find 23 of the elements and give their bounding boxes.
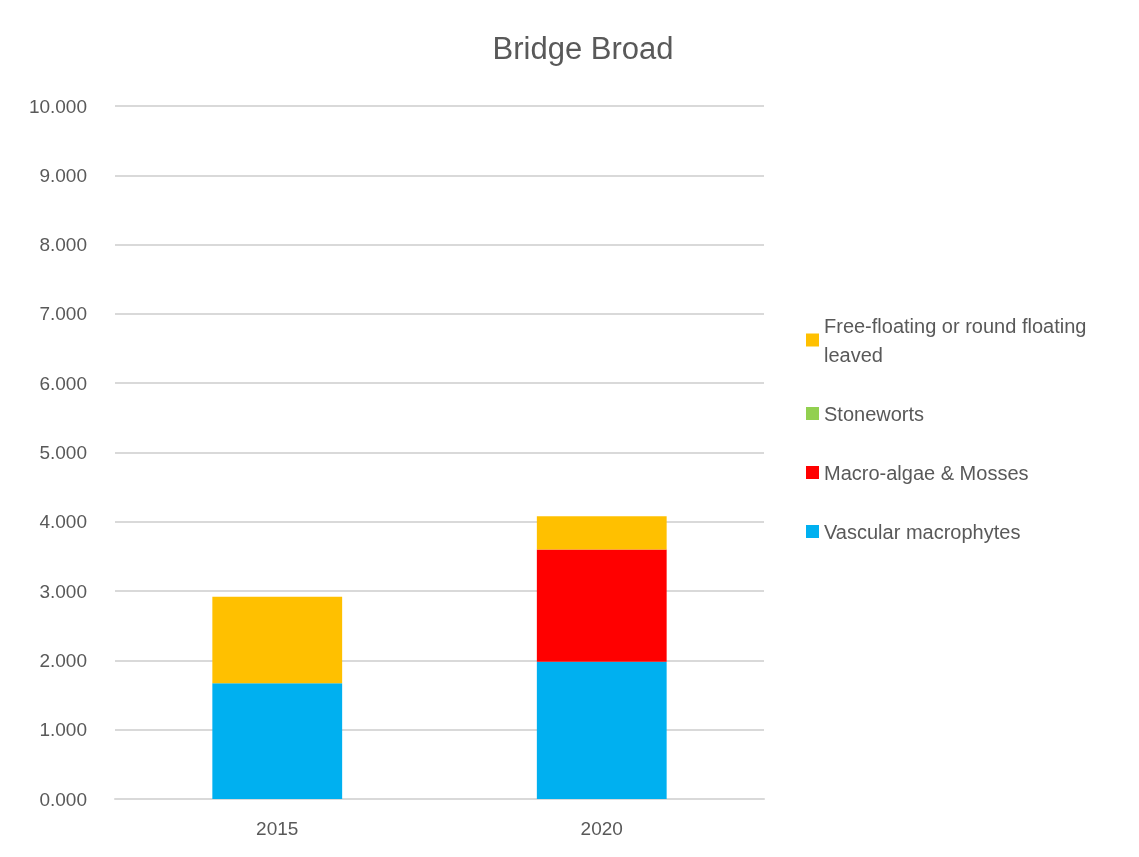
x-tick-label: 2015 (256, 818, 299, 839)
bar (536, 549, 667, 662)
legend-label: Free-floating or round floating leaved (824, 314, 1092, 366)
legend-label: Vascular macrophytes (824, 520, 1021, 543)
y-tick-label: 5.000 (39, 442, 87, 463)
y-tick-label: 10.000 (28, 95, 87, 117)
y-tick-label: 2.000 (39, 649, 87, 671)
legend-label: Stoneworts (824, 402, 925, 425)
bar (536, 661, 667, 799)
x-tick-label: 2020 (580, 818, 623, 839)
bar (536, 516, 667, 550)
bar (212, 596, 343, 684)
legend-label: Macro-algae & Mosses (824, 461, 1029, 484)
y-tick-label: 7.000 (39, 303, 87, 325)
y-tick-label: 1.000 (39, 719, 87, 741)
y-tick-label: 3.000 (39, 580, 87, 602)
bar (212, 683, 343, 799)
y-tick-label: 0.000 (39, 788, 87, 810)
y-tick-label: 6.000 (39, 372, 87, 394)
y-tick-label: 8.000 (39, 234, 87, 256)
y-tick-label: 9.000 (39, 164, 87, 186)
y-tick-label: 4.000 (39, 511, 87, 533)
chart-title: Bridge Broad (492, 31, 674, 66)
